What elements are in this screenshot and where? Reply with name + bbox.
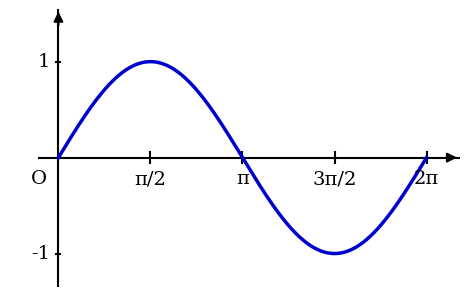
Text: O: O [31, 170, 47, 188]
Text: 1: 1 [37, 53, 50, 71]
Text: 3π/2: 3π/2 [312, 170, 357, 188]
Text: 2π: 2π [414, 170, 439, 188]
Text: -1: -1 [31, 244, 50, 263]
Text: π: π [236, 170, 249, 188]
Text: π/2: π/2 [135, 170, 166, 188]
